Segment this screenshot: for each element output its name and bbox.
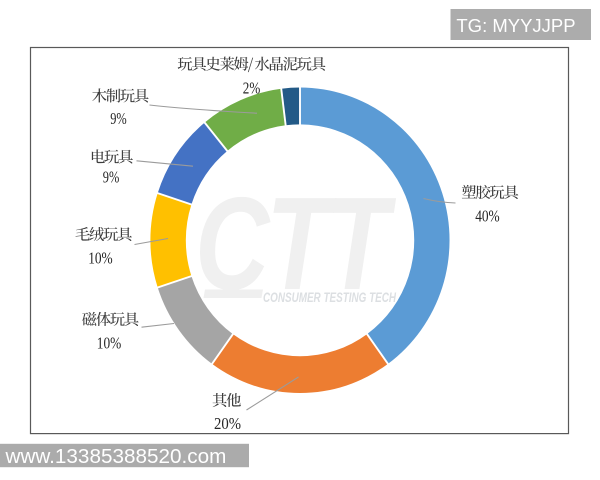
svg-text:www.13385388520.com: www.13385388520.com — [5, 445, 227, 468]
svg-text:2%: 2% — [243, 79, 260, 98]
svg-text:TG: MYYJJPP: TG: MYYJJPP — [456, 15, 575, 36]
svg-text:CONSUMER TESTING TECH: CONSUMER TESTING TECH — [263, 290, 396, 305]
svg-text:40%: 40% — [475, 206, 500, 225]
svg-text:20%: 20% — [214, 414, 241, 433]
svg-text:9%: 9% — [110, 109, 127, 128]
svg-text:10%: 10% — [88, 249, 113, 268]
svg-text:10%: 10% — [97, 334, 122, 353]
svg-text:9%: 9% — [103, 168, 120, 187]
